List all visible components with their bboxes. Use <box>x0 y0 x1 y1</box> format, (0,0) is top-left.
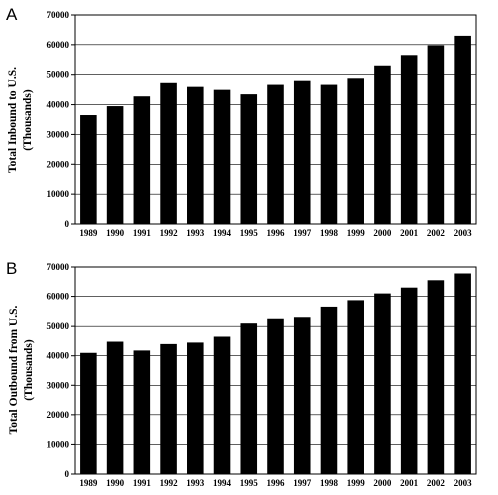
panel-b-bar-1999 <box>347 300 364 474</box>
panel-a-ylabel-line1: Total Inbound to U.S. <box>7 67 19 173</box>
panel-a-xtick-label: 1994 <box>213 228 232 238</box>
panel-b-xtick-label: 1998 <box>320 478 339 488</box>
panel-a-xtick-label: 2002 <box>427 228 446 238</box>
panel-b-xtick-label: 2000 <box>373 478 392 488</box>
panel-b-xtick-label: 1995 <box>240 478 259 488</box>
panel-b-xtick-label: 1989 <box>79 478 98 488</box>
panel-a-bar-1993 <box>187 86 204 225</box>
panel-a-xtick-label: 2003 <box>454 228 473 238</box>
panel-b-ytick-label: 20000 <box>47 410 70 420</box>
panel-a-ytick-label: 30000 <box>47 129 70 139</box>
panel-b-xtick-label: 1990 <box>106 478 125 488</box>
panel-b-bar-1998 <box>320 306 338 474</box>
panel-b-xtick-label: 1996 <box>267 478 286 488</box>
panel-a-bar-1996 <box>267 84 284 225</box>
panel-b-ytick-label: 10000 <box>47 439 70 449</box>
panel-a-ytick-label: 60000 <box>47 40 70 50</box>
panel-b-bar-1990 <box>106 341 124 474</box>
panel-a-ytick-label: 40000 <box>47 100 70 110</box>
panel-b-bar-1991 <box>133 350 151 474</box>
panel-a-xtick-label: 1990 <box>106 228 125 238</box>
panel-b-bar-1994 <box>213 336 231 474</box>
panel-a-ytick-label: 70000 <box>47 10 70 20</box>
panel-b-xtick-label: 1993 <box>186 478 205 488</box>
panel-b-bar-2000 <box>374 293 391 474</box>
panel-a-ylabel-line2: (Thousands) <box>22 89 34 151</box>
panel-b-xtick-label: 2002 <box>427 478 446 488</box>
panel-b-xtick-label: 2001 <box>400 478 419 488</box>
panel-a-letter: A <box>6 5 18 24</box>
panel-b-bar-1989 <box>80 352 97 474</box>
panel-b-xtick-label: 1991 <box>133 478 152 488</box>
panel-a-bar-2001 <box>400 55 418 224</box>
panel-a-ytick-label: 0 <box>65 219 70 229</box>
panel-a-xtick-label: 1991 <box>133 228 152 238</box>
panel-b-bar-1993 <box>187 342 204 474</box>
panel-a: A Total Inbound to U.S. (Thousands) 0 100… <box>6 5 477 238</box>
panel-a-bar-2002 <box>427 45 445 224</box>
panel-b-bar-1996 <box>267 318 284 474</box>
panel-b-ytick-label: 70000 <box>47 262 70 272</box>
panel-b-xtick-label: 1994 <box>213 478 232 488</box>
panel-b-bar-1992 <box>160 343 177 474</box>
panel-a-xtick-label: 1993 <box>186 228 205 238</box>
panel-a-bar-1992 <box>160 82 177 224</box>
panel-a-xtick-label: 1989 <box>79 228 98 238</box>
panel-a-bar-2000 <box>374 65 391 224</box>
panel-b-xtick-label: 1999 <box>347 478 366 488</box>
panel-a-bar-1997 <box>293 80 311 224</box>
panel-b-plot-frame <box>74 266 477 475</box>
panel-b-letter: B <box>6 259 17 278</box>
panel-b-bar-2002 <box>427 280 445 474</box>
panel-a-ytick-label: 20000 <box>47 159 70 169</box>
panel-b-bar-2001 <box>400 287 418 474</box>
panel-b-ytick-label: 0 <box>65 469 70 479</box>
panel-b-xtick-label: 1997 <box>293 478 312 488</box>
panel-b-ytick-label: 40000 <box>47 351 70 361</box>
panel-b-bar-2003 <box>454 273 471 474</box>
panel-b-ylabel-line1: Total Outbound from U.S. <box>8 305 20 434</box>
panel-a-xtick-label: 1999 <box>347 228 366 238</box>
panel-a-plot-frame <box>74 14 477 225</box>
panel-a-xtick-label: 2001 <box>400 228 419 238</box>
panel-a-bar-1999 <box>347 78 364 224</box>
panel-b-ylabel-line2: (Thousands) <box>23 339 35 401</box>
panel-b: B Total Outbound from U.S. (Thousands) 0… <box>6 259 477 488</box>
panel-a-xtick-label: 1996 <box>267 228 286 238</box>
panel-a-bar-1998 <box>320 84 338 225</box>
panel-b-ytick-label: 30000 <box>47 380 70 390</box>
panel-a-xtick-label: 1995 <box>240 228 259 238</box>
panel-a-ytick-label: 50000 <box>47 70 70 80</box>
panel-a-bar-1994 <box>213 89 231 225</box>
panel-b-bar-1997 <box>293 317 311 474</box>
panel-b-ytick-label: 50000 <box>47 321 70 331</box>
panel-a-xtick-label: 1997 <box>293 228 312 238</box>
panel-a-bar-2003 <box>454 35 471 225</box>
panel-a-bar-1989 <box>80 115 97 224</box>
panel-b-xtick-label: 2003 <box>454 478 473 488</box>
panel-a-bar-1991 <box>133 96 151 224</box>
panel-a-bar-1995 <box>240 94 258 224</box>
panel-b-xtick-label: 1992 <box>160 478 179 488</box>
panel-b-bar-1995 <box>240 323 258 474</box>
panel-b-ytick-label: 60000 <box>47 292 70 302</box>
panel-a-ytick-label: 10000 <box>47 189 70 199</box>
panel-a-xtick-label: 1992 <box>160 228 179 238</box>
panel-a-bar-1990 <box>106 106 124 224</box>
panel-a-xtick-label: 1998 <box>320 228 339 238</box>
panel-a-xtick-label: 2000 <box>373 228 392 238</box>
